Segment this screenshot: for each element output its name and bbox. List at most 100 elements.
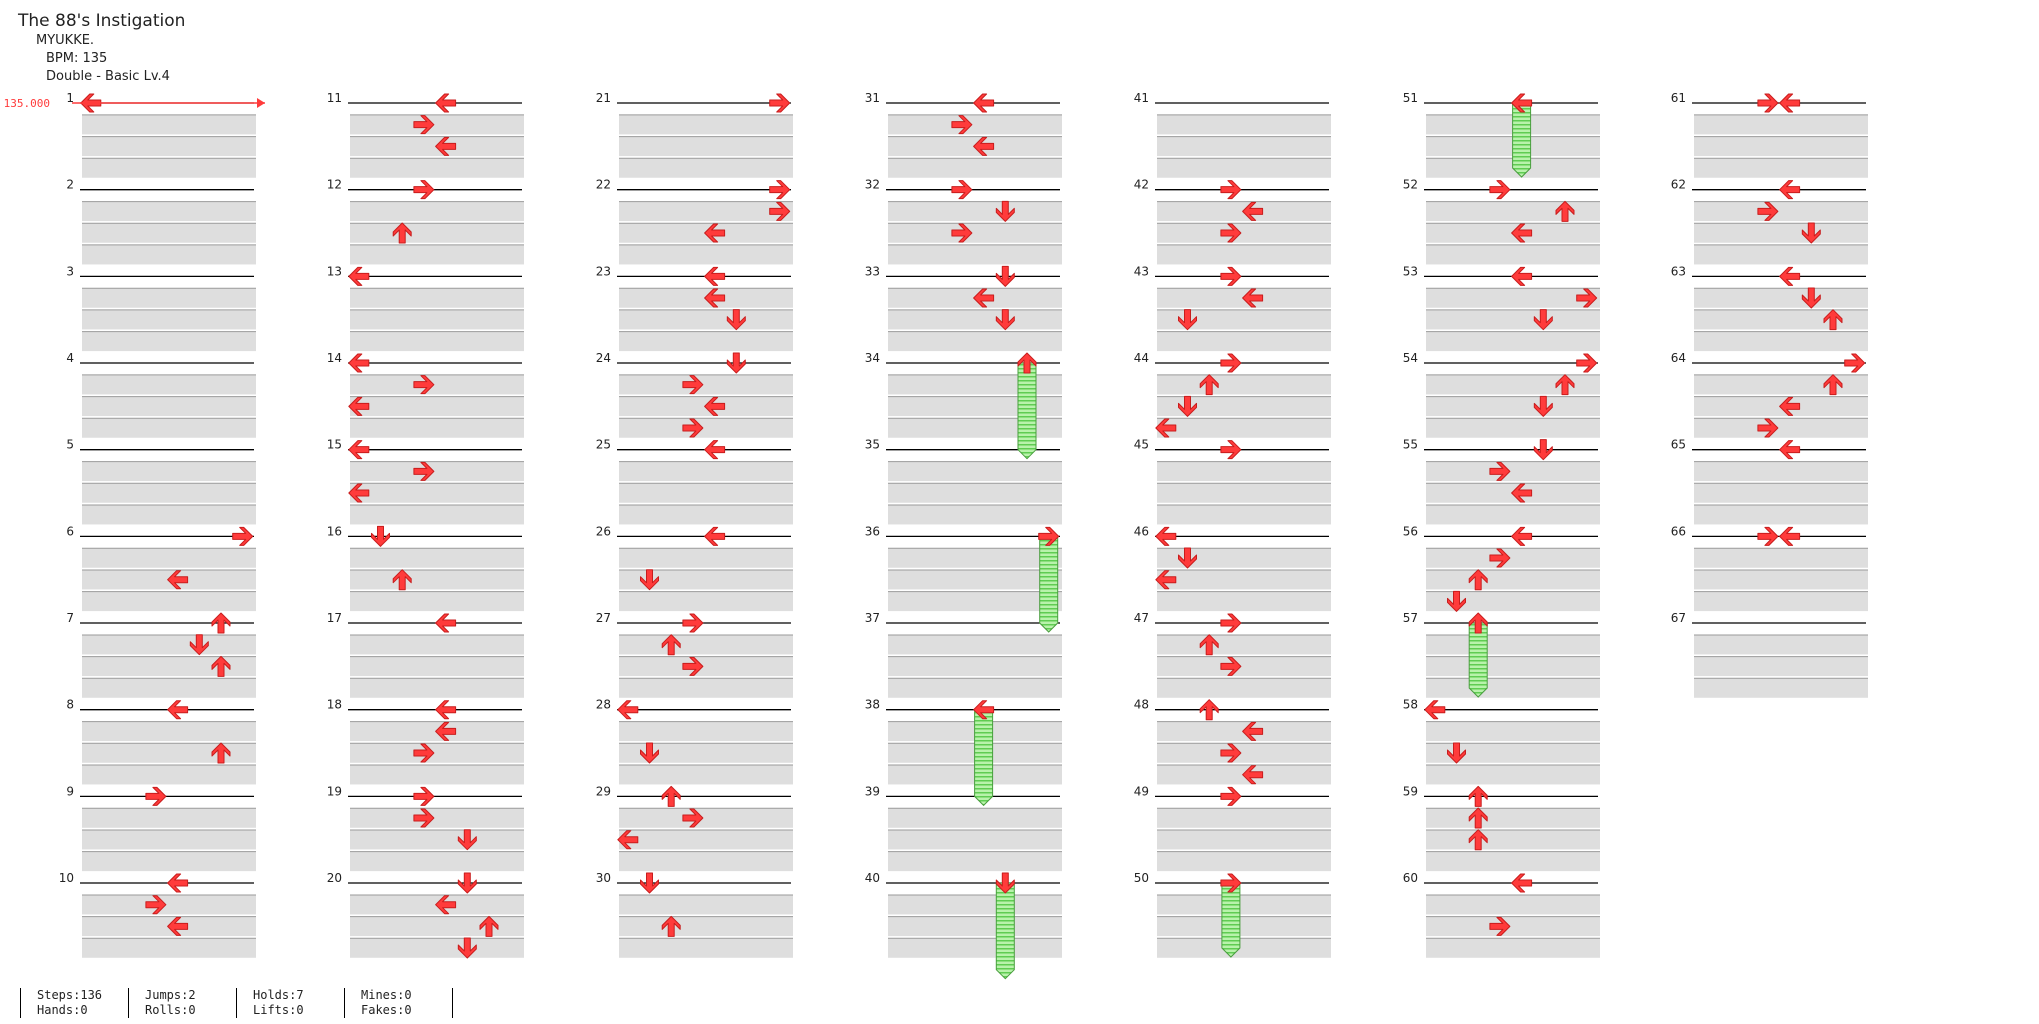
beat-band	[82, 309, 256, 330]
beat-band	[1694, 288, 1868, 308]
down-arrow-icon	[995, 200, 1015, 222]
left-arrow-icon	[1242, 288, 1264, 308]
right-arrow-icon	[1220, 180, 1242, 200]
beat-band	[1694, 201, 1868, 222]
beat-band	[82, 244, 256, 265]
left-arrow-icon	[348, 396, 370, 416]
beat-band	[82, 504, 256, 525]
beat-band	[1157, 114, 1331, 135]
beat-band	[1157, 483, 1331, 503]
right-arrow-icon	[1757, 201, 1779, 221]
right-arrow-icon	[1844, 353, 1866, 373]
beat-band	[1694, 461, 1868, 482]
song-difficulty: Double - Basic Lv.4	[46, 69, 170, 84]
beat-band	[1426, 331, 1600, 352]
up-arrow-icon	[1468, 612, 1488, 634]
beat-band	[619, 721, 793, 742]
beat-band	[888, 201, 1062, 222]
right-arrow-icon	[1757, 526, 1779, 546]
left-arrow-icon	[704, 526, 726, 546]
up-arrow-icon	[661, 915, 681, 937]
up-arrow-icon	[1199, 634, 1219, 656]
hold-notes	[974, 102, 1532, 980]
measure-number: 56	[1403, 524, 1418, 538]
beat-band	[82, 418, 256, 438]
beat-band	[350, 591, 524, 612]
beat-band	[888, 461, 1062, 482]
measure-number: 4	[66, 351, 74, 365]
beat-band	[619, 309, 793, 330]
beat-band	[1157, 504, 1331, 525]
measure-number: 20	[327, 871, 342, 885]
measure-number: 42	[1134, 178, 1149, 192]
measure-labels: 1234567891011121314151617181920212223242…	[4, 91, 1686, 885]
hold-body	[1017, 362, 1037, 460]
beat-band	[82, 483, 256, 503]
beat-band	[1694, 136, 1868, 157]
left-arrow-icon	[1511, 483, 1533, 503]
beat-band	[350, 461, 524, 482]
beat-band	[1694, 331, 1868, 352]
beat-band	[888, 656, 1062, 677]
beat-band	[1426, 764, 1600, 785]
measure-number: 33	[865, 264, 880, 278]
right-arrow-icon	[1220, 873, 1242, 893]
measure-number: 13	[327, 264, 342, 278]
left-arrow-icon	[348, 440, 370, 460]
beat-band	[1694, 418, 1868, 438]
beat-band	[82, 938, 256, 958]
beat-band	[888, 808, 1062, 828]
measure-number: 26	[596, 524, 611, 538]
measure-number: 57	[1403, 611, 1418, 625]
left-arrow-icon	[1242, 765, 1264, 785]
beat-band	[82, 223, 256, 243]
beat-band	[1694, 678, 1868, 698]
measure-number: 41	[1134, 91, 1149, 105]
beat-band	[1157, 743, 1331, 763]
up-arrow-icon	[1468, 829, 1488, 851]
right-arrow-icon	[1220, 223, 1242, 243]
hold-body	[974, 709, 994, 807]
measure-number: 61	[1671, 91, 1686, 105]
beat-band	[1157, 223, 1331, 243]
up-arrow-icon	[1017, 352, 1037, 374]
tap-arrows	[80, 93, 1866, 959]
beat-band	[1426, 743, 1600, 763]
beat-band	[1157, 569, 1331, 590]
beat-band	[619, 764, 793, 785]
measure-number: 12	[327, 178, 342, 192]
right-arrow-icon	[1220, 656, 1242, 676]
up-arrow-icon	[1555, 374, 1575, 396]
right-arrow-icon	[1757, 418, 1779, 438]
beat-band	[888, 938, 1062, 958]
left-arrow-icon	[704, 440, 726, 460]
beat-band	[82, 721, 256, 742]
measure-number: 40	[865, 871, 880, 885]
mines-count: Mines:0	[361, 988, 412, 1002]
left-arrow-icon	[435, 721, 457, 741]
beat-band	[1426, 548, 1600, 568]
beat-band	[1426, 656, 1600, 677]
beat-band	[1157, 938, 1331, 958]
left-arrow-icon	[973, 136, 995, 156]
beat-band	[619, 743, 793, 763]
left-arrow-icon	[1511, 93, 1533, 113]
measure-number: 29	[596, 784, 611, 798]
beat-band	[1157, 808, 1331, 828]
beat-band	[619, 548, 793, 568]
holds-count: Holds:7	[253, 988, 304, 1002]
measure-number: 45	[1134, 438, 1149, 452]
beat-band	[619, 158, 793, 178]
beat-band	[1426, 678, 1600, 698]
beat-band	[1426, 461, 1600, 482]
down-arrow-icon	[1447, 742, 1466, 764]
beat-band	[619, 201, 793, 222]
down-arrow-icon	[1801, 287, 1821, 309]
beat-band	[350, 483, 524, 503]
beat-band	[619, 808, 793, 828]
beat-band	[1157, 916, 1331, 937]
beat-band	[619, 851, 793, 872]
beat-band	[350, 418, 524, 438]
up-arrow-icon	[392, 222, 412, 244]
left-arrow-icon	[1779, 440, 1801, 460]
